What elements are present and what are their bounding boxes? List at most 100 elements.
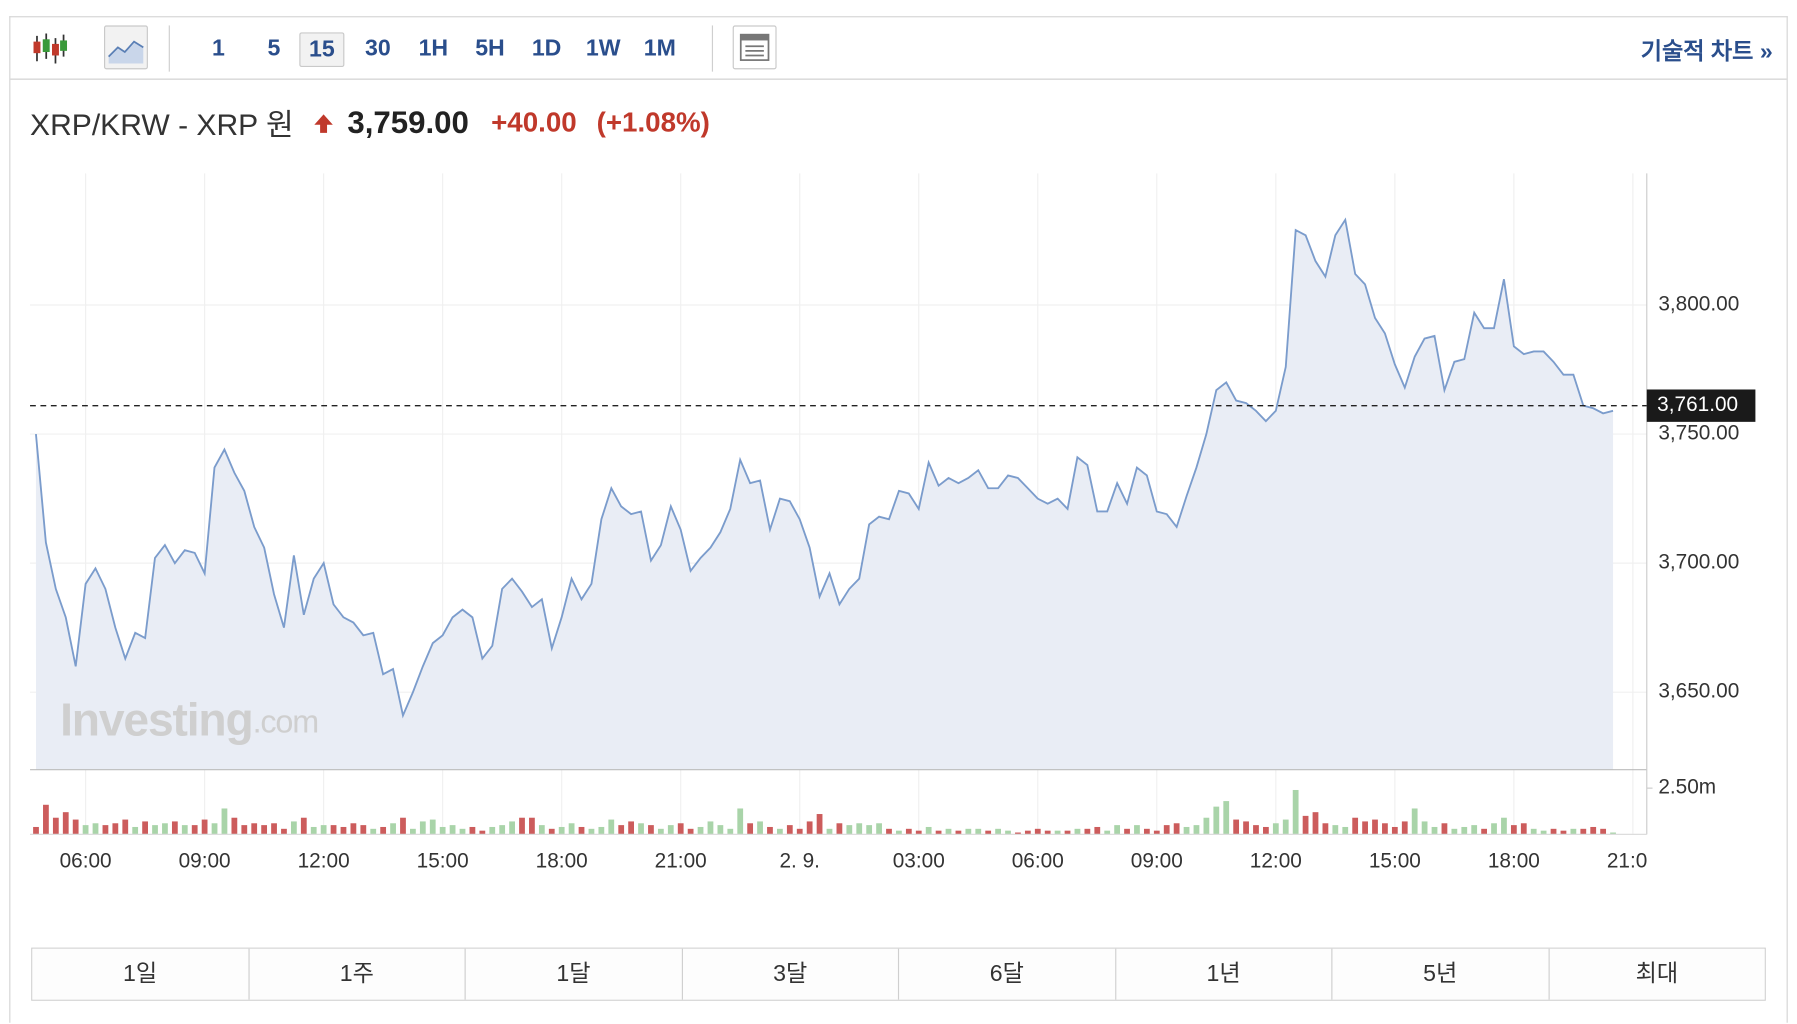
toolbar: 1 5 15 30 1H 5H 1D 1W 1M 기술적 차트 » (10, 17, 1787, 80)
volume-bar (588, 828, 595, 835)
volume-bar (876, 823, 882, 835)
interval-button[interactable]: 15 (299, 32, 345, 68)
volume-bar (985, 830, 992, 835)
x-axis: 06:00 09:00 12:00 15:00 18:00 21:00 2. 9. 03:00… (60, 850, 1647, 873)
volume-bar (767, 826, 773, 835)
volume-bar (162, 823, 168, 835)
volume-bar (281, 828, 287, 835)
news-icon[interactable] (732, 25, 777, 70)
volume-bar (1134, 825, 1140, 835)
range-button[interactable]: 1년 (1114, 948, 1332, 1000)
volume-bar (915, 830, 922, 835)
range-button[interactable]: 5년 (1331, 948, 1548, 1000)
widget-frame: 1 5 15 30 1H 5H 1D 1W 1M 기술적 차트 » (9, 16, 1788, 1023)
x-tick-label: 18:00 (1488, 850, 1540, 873)
y-tick-label: 3,650.00 (1658, 680, 1739, 703)
volume-bar (1094, 826, 1101, 835)
volume-bar (1451, 828, 1458, 835)
volume-tick-label: 2.50m (1658, 776, 1716, 799)
volume-bar (52, 817, 59, 835)
y-tick-label: 3,700.00 (1658, 551, 1739, 574)
last-price-label: 3,761.00 (1657, 393, 1738, 416)
x-tick-label: 18:00 (536, 850, 588, 873)
x-tick-label: 15:00 (1369, 850, 1421, 873)
volume-bar (1401, 821, 1408, 835)
volume-bar (469, 826, 476, 835)
quote: XRP/KRW - XRP 원 3,759.00 +40.00 (+1.08%) (30, 102, 710, 142)
volume-bar (300, 817, 307, 835)
volume-bar (598, 826, 605, 835)
volume-bar (330, 825, 337, 835)
volume-bar (777, 828, 783, 835)
volume-bar (112, 823, 119, 835)
volume-bar (1322, 823, 1329, 835)
range-button[interactable]: 6달 (897, 948, 1115, 1000)
candles-icon[interactable] (31, 31, 68, 66)
volume-bar (1203, 817, 1210, 835)
interval-button[interactable]: 1W (585, 35, 621, 62)
volume-bar (657, 828, 664, 835)
volume-bar (1550, 828, 1557, 835)
y-tick-label: 3,750.00 (1658, 422, 1739, 445)
volume-bar (1163, 825, 1170, 835)
volume-bar (271, 823, 277, 835)
last-price-box (1646, 389, 1756, 422)
volume-bar (955, 830, 962, 835)
volume-bar (1084, 828, 1091, 835)
volume-bar (1590, 826, 1597, 835)
volume-bar (1501, 817, 1507, 835)
volume-bar (211, 823, 218, 835)
range-button[interactable]: 1일 (32, 948, 248, 1000)
interval-button[interactable]: 1 (211, 35, 225, 62)
volume-bar (1233, 819, 1240, 835)
interval-button[interactable]: 30 (365, 35, 391, 62)
volume-bar (479, 830, 486, 835)
volume-bar (905, 828, 912, 835)
price-area (35, 219, 1614, 770)
volume-bar (1411, 808, 1418, 835)
volume-bar (1342, 826, 1349, 835)
interval-button[interactable]: 1D (531, 35, 562, 62)
volume-bar (618, 825, 625, 835)
interval-button[interactable]: 1M (643, 35, 676, 62)
volume-bar (82, 825, 89, 835)
watermark-suffix: .com (253, 703, 318, 739)
volume-bar (866, 825, 873, 835)
x-tick-label: 09:00 (179, 850, 231, 873)
interval-button[interactable]: 5 (267, 35, 281, 62)
volume-bar (43, 804, 49, 835)
range-button[interactable]: 1달 (464, 948, 682, 1000)
volume-bar (717, 825, 724, 835)
volume-bar (241, 825, 248, 835)
volume-bar (1114, 825, 1121, 835)
volume-bar (747, 823, 754, 835)
range-button[interactable]: 1주 (247, 948, 465, 1000)
range-button[interactable]: 최대 (1547, 948, 1765, 1000)
volume-bar (231, 817, 238, 835)
quote-change: +40.00 (491, 106, 577, 139)
volume-bar (1064, 830, 1071, 835)
volume-bar (360, 825, 367, 835)
y-axis: 3,650.00 3,700.00 3,750.00 3,800.00 2.50m 3,7… (1646, 292, 1756, 799)
range-button[interactable]: 3달 (681, 948, 898, 1000)
volume-bar (1382, 823, 1388, 835)
volume-bar (429, 819, 436, 835)
volume-bar (628, 821, 635, 835)
volume-bar (489, 826, 496, 835)
volume-bar (1282, 819, 1289, 835)
technical-chart-link[interactable]: 기술적 차트 » (1640, 39, 1773, 65)
volume-bar (92, 823, 99, 835)
x-tick-label: 06:00 (60, 850, 112, 873)
interval-button[interactable]: 5H (475, 35, 505, 62)
quote-change-pct: (+1.08%) (596, 106, 710, 139)
interval-button[interactable]: 1H (418, 35, 449, 62)
line-icon[interactable] (104, 25, 148, 70)
volume-bar (1005, 830, 1011, 835)
volume-bar (1570, 828, 1577, 835)
volume-bar (529, 817, 535, 835)
volume-bar (261, 825, 268, 835)
volume-bar (925, 826, 932, 835)
volume-bar (945, 828, 952, 835)
volume-bar (1143, 828, 1150, 835)
volume-bar (1481, 828, 1487, 835)
